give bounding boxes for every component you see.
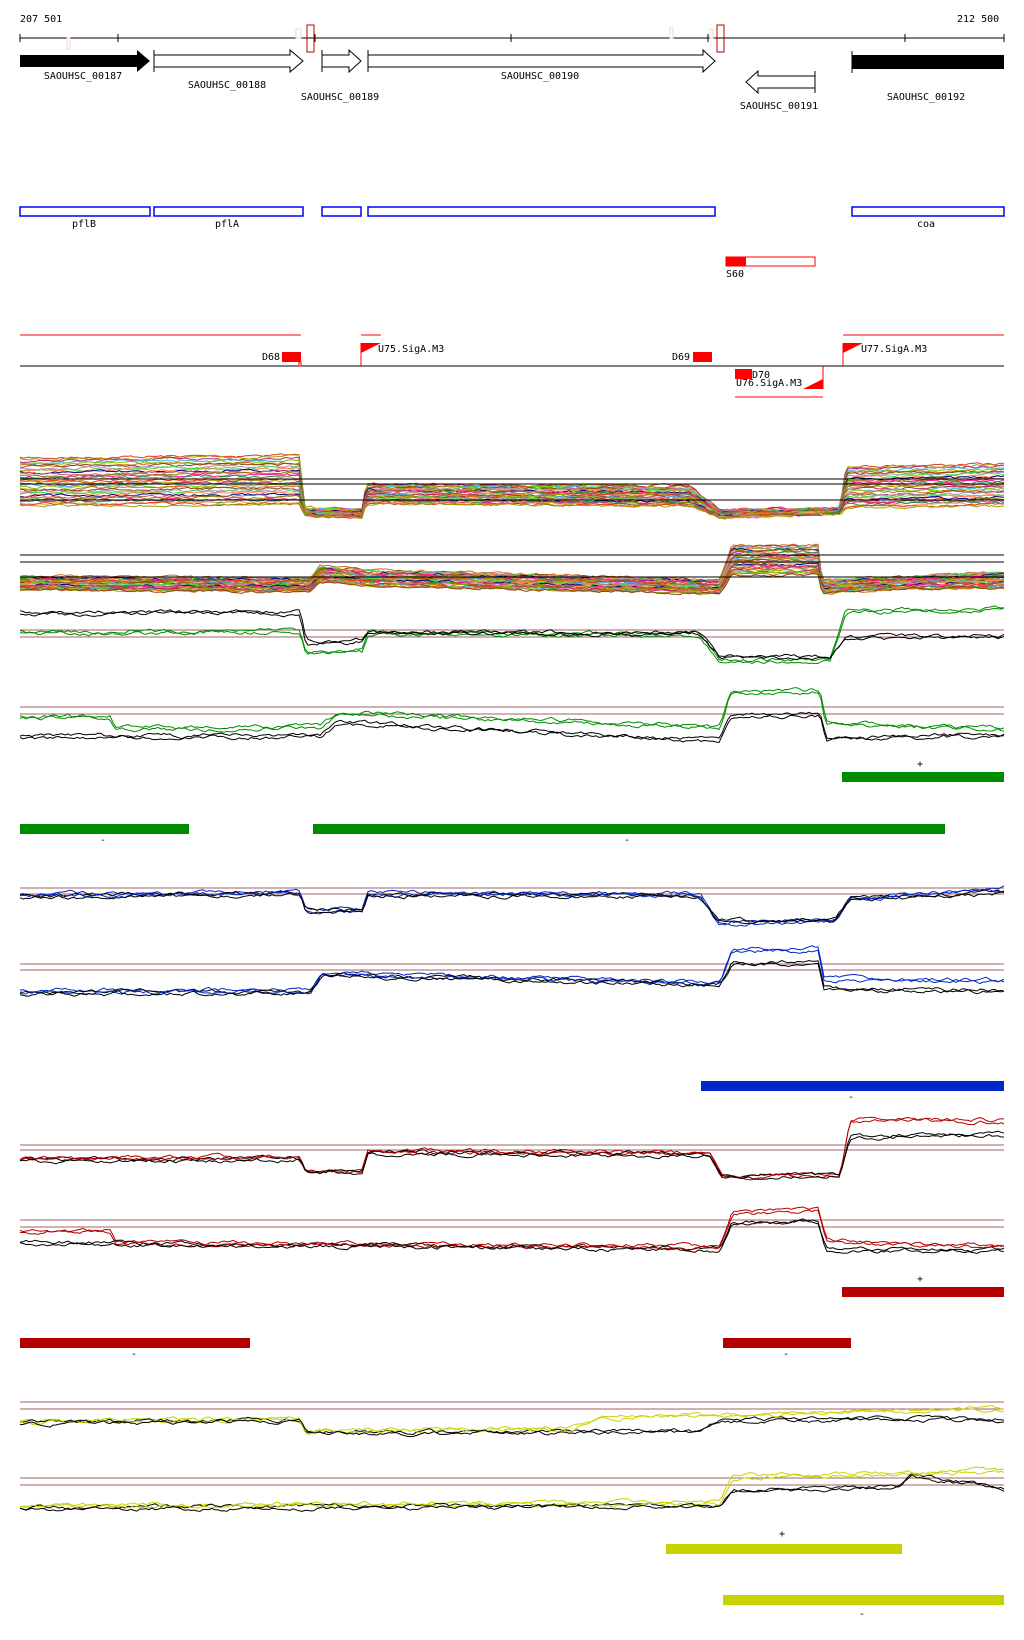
ruler-end: 212 500	[957, 14, 1000, 25]
strand-sign: +	[778, 1529, 786, 1540]
condition-trace	[19, 1206, 1005, 1248]
condition-trace	[19, 607, 1005, 665]
feature-label: D69	[672, 352, 691, 363]
gene-arrow-00187	[20, 50, 150, 72]
strand-sign: +	[916, 759, 924, 770]
gene-arrow-00190	[367, 48, 716, 74]
feature-track	[20, 334, 1004, 398]
feature-label: U76.SigA.M3	[736, 378, 803, 389]
green-minus-segment	[20, 824, 189, 834]
control-trace	[19, 1219, 1005, 1255]
gene-label[interactable]: SAOUHSC_00187	[43, 71, 123, 82]
feature-label: D70	[752, 370, 771, 381]
multi-sample-trace	[19, 502, 1005, 520]
feature-label: U77.SigA.M3	[861, 344, 928, 355]
strand-sign: -	[858, 1609, 866, 1620]
condition-trace	[19, 1404, 1004, 1433]
strand-sign: +	[916, 1274, 924, 1285]
ruler-start: 207 501	[20, 14, 63, 25]
control-trace	[19, 1417, 1005, 1438]
condition-trace	[19, 885, 1005, 925]
control-trace	[19, 610, 1005, 661]
multi-sample-trace	[19, 568, 1005, 595]
control-trace	[19, 962, 1005, 997]
feature-label: U75.SigA.M3	[378, 344, 445, 355]
gene-arrow-00188	[153, 48, 304, 74]
control-trace	[19, 1473, 1005, 1511]
segment-bars	[20, 772, 1004, 1605]
red-minus-segment	[723, 1338, 851, 1348]
strand-sign: -	[847, 1092, 855, 1103]
multi-sample-trace	[19, 553, 1005, 587]
terminator-marker	[306, 24, 315, 53]
gene-label[interactable]: SAOUHSC_00191	[739, 101, 819, 112]
condition-trace	[19, 1469, 1005, 1509]
gene-label[interactable]: SAOUHSC_00192	[886, 92, 966, 103]
gene-label[interactable]: SAOUHSC_00190	[500, 71, 580, 82]
strand-sign: -	[782, 1349, 790, 1360]
gene-arrow-00191	[745, 69, 816, 95]
control-trace	[19, 711, 1005, 741]
control-trace	[19, 1218, 1005, 1254]
condition-trace	[19, 1466, 1005, 1508]
yellow-minus-segment	[723, 1595, 1004, 1605]
condition-trace	[19, 687, 1005, 730]
condition-trace	[19, 945, 1005, 994]
control-trace	[19, 714, 1005, 744]
gene-track	[20, 48, 1004, 95]
gene-name-track	[19, 206, 1005, 267]
strand-sign: -	[130, 1349, 138, 1360]
condition-trace	[19, 691, 1005, 733]
srna-label: S60	[726, 269, 745, 280]
condition-trace	[19, 948, 1005, 996]
blue-minus-segment	[701, 1081, 1004, 1091]
multi-sample-trace	[20, 573, 1005, 596]
strand-sign: -	[99, 835, 107, 846]
green-minus-segment	[313, 824, 945, 834]
control-trace	[19, 1475, 1005, 1512]
terminator-marker	[716, 24, 725, 53]
gene-name-coa: coa	[916, 219, 936, 230]
gene-arrow-00189	[321, 48, 362, 74]
gene-name-pflA: pflA	[214, 219, 240, 230]
feature-label: D68	[262, 352, 281, 363]
condition-trace	[19, 1116, 1005, 1179]
control-trace	[19, 1133, 1004, 1180]
control-trace	[19, 891, 1005, 925]
expression-traces	[19, 453, 1005, 1512]
gene-name-pflB: pflB	[71, 219, 97, 230]
green-plus-segment	[842, 772, 1004, 782]
condition-trace	[19, 1209, 1005, 1251]
gene-label[interactable]: SAOUHSC_00189	[300, 92, 380, 103]
yellow-plus-segment	[666, 1544, 902, 1554]
condition-trace	[19, 1408, 1005, 1435]
condition-trace	[19, 888, 1005, 927]
condition-trace	[19, 1116, 1005, 1181]
gene-box-00192	[852, 55, 1004, 69]
red-plus-segment	[842, 1287, 1004, 1297]
gene-label[interactable]: SAOUHSC_00188	[187, 80, 267, 91]
ruler	[19, 24, 1005, 53]
red-minus-segment	[20, 1338, 250, 1348]
strand-sign: -	[623, 835, 631, 846]
